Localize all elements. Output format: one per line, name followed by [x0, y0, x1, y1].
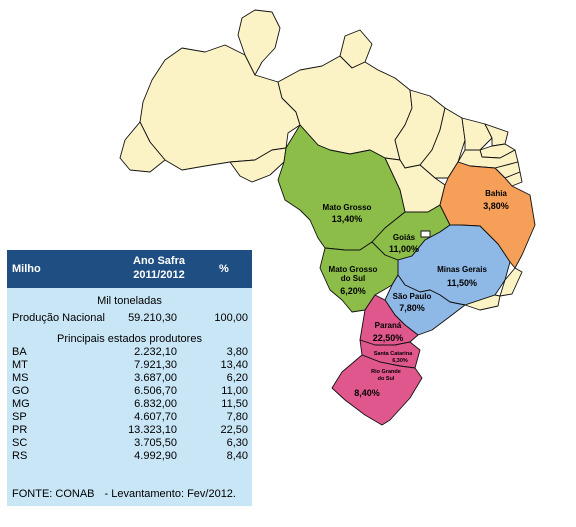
row-value: 7.921,30	[134, 359, 177, 371]
label-sp-pct: 7,80%	[399, 303, 425, 313]
table-row: RS 4.992,90 8,40	[7, 450, 252, 462]
label-sp-name: São Paulo	[393, 292, 432, 301]
table-row: SP 4.607,70 7,80	[7, 411, 252, 423]
label-sc-name: Santa Catarina	[374, 351, 413, 357]
label-rs-name1: Rio Grande	[371, 369, 401, 375]
production-table: Milho Ano Safra 2011/2012 % Mil tonelada…	[7, 250, 252, 506]
label-ms-name1: Mato Grosso	[329, 265, 378, 274]
row-uf: PR	[12, 424, 28, 436]
label-go-name: Goiás	[393, 233, 416, 242]
row-uf: MT	[12, 359, 28, 371]
table-row: SC 3.705,50 6,30	[7, 437, 252, 449]
row-uf: SP	[12, 411, 27, 423]
row-value: 6.832,00	[134, 398, 177, 410]
row-uf: RS	[12, 450, 28, 462]
row-pct: 6,20	[226, 372, 248, 384]
row-uf: MS	[12, 372, 29, 384]
row-value: 6.506,70	[134, 385, 177, 397]
label-ba-name: Bahia	[485, 189, 507, 198]
state-espirito-santo	[499, 267, 523, 297]
header-milho: Milho	[12, 263, 41, 275]
source-agency: FONTE: CONAB	[12, 488, 95, 500]
source-survey: - Levantamento: Fev/2012.	[104, 488, 236, 500]
table-row: MT 7.921,30 13,40	[7, 359, 252, 371]
row-pct: 11,00	[221, 385, 248, 397]
row-value: 4.607,70	[134, 411, 177, 423]
national-label: Produção Nacional	[12, 312, 105, 324]
row-value: 4.992,90	[134, 450, 177, 462]
row-pct: 3,80	[226, 346, 248, 358]
label-rs-name2: do Sul	[378, 376, 395, 382]
label-ms-pct: 6,20%	[340, 286, 366, 296]
label-mt-pct: 13,40%	[332, 214, 363, 224]
row-pct: 7,80	[226, 411, 248, 423]
row-uf: MG	[12, 398, 30, 410]
header-safra-line2: 2011/2012	[133, 269, 185, 281]
label-mg-name: Minas Gerais	[437, 265, 487, 274]
unit-label: Mil toneladas	[97, 295, 162, 307]
label-sc-pct: 6,30%	[392, 358, 408, 364]
label-pr-pct: 22,50%	[373, 333, 404, 343]
state-ceara	[461, 117, 493, 151]
row-pct: 6,30	[226, 437, 248, 449]
table-header: Milho Ano Safra 2011/2012 %	[7, 250, 252, 288]
table-row: GO 6.506,70 11,00	[7, 385, 252, 397]
row-value: 3.705,50	[134, 437, 177, 449]
state-roraima	[237, 9, 281, 76]
source-note: FONTE: CONAB - Levantamento: Fev/2012.	[12, 488, 236, 500]
row-value: 13.323,10	[128, 424, 177, 436]
state-rio-de-janeiro	[464, 294, 501, 311]
table-row: MG 6.832,00 11,50	[7, 398, 252, 410]
label-mt-name: Mato Grosso	[323, 203, 372, 212]
table-row: BA 2.232,10 3,80	[7, 346, 252, 358]
label-ms-name2: do Sul	[341, 274, 365, 283]
row-pct: 8,40	[226, 450, 248, 462]
table-row: MS 3.687,00 6,20	[7, 372, 252, 384]
row-value: 2.232,10	[134, 346, 177, 358]
national-pct: 100,00	[214, 312, 248, 324]
label-mg-pct: 11,50%	[447, 278, 477, 288]
national-value: 59.210,30	[128, 312, 177, 324]
label-ba-pct: 3,80%	[483, 201, 509, 211]
state-distrito-federal	[420, 230, 431, 238]
label-go-pct: 11,00%	[389, 244, 419, 254]
row-uf: BA	[12, 346, 27, 358]
row-pct: 22,50	[220, 424, 248, 436]
label-pr-name: Paraná	[375, 321, 402, 330]
row-uf: GO	[12, 385, 30, 397]
row-pct: 11,50	[221, 398, 248, 410]
row-uf: SC	[12, 437, 28, 449]
map-labels: Mato Grosso 13,40% Goiás 11,00% Mato Gro…	[323, 189, 509, 398]
states-label: Principais estados produtores	[57, 333, 202, 345]
state-bahia	[439, 161, 536, 269]
row-pct: 13,40	[220, 359, 248, 371]
header-safra: Ano Safra 2011/2012	[119, 254, 199, 282]
state-rio-grande-do-sul	[331, 354, 423, 426]
state-acre	[119, 121, 166, 173]
table-row: PR 13.323,10 22,50	[7, 424, 252, 436]
header-pct: %	[219, 263, 229, 275]
header-safra-line1: Ano Safra	[133, 255, 185, 267]
row-value: 3.687,00	[134, 372, 177, 384]
label-rs-pct: 8,40%	[354, 388, 380, 398]
